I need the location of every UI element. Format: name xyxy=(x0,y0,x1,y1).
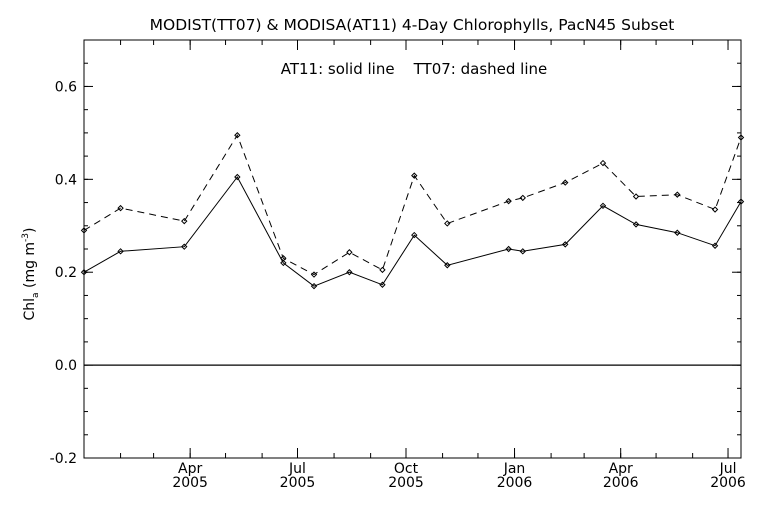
data-point-tt07 xyxy=(379,266,386,274)
data-point-at11 xyxy=(737,198,745,205)
series-group xyxy=(80,132,745,290)
y-label-mid: (mg m xyxy=(22,242,38,293)
y-label-base: Chl xyxy=(22,298,38,321)
y-tick-label: -0.2 xyxy=(50,451,77,467)
x-tick-label-month: Jul xyxy=(288,461,306,477)
data-point-tt07 xyxy=(599,159,607,167)
legend-annotation: AT11: solid line TT07: dashed line xyxy=(281,60,548,78)
y-axis-label: Chla (mg m-3) xyxy=(21,227,41,320)
x-tick-label-month: Apr xyxy=(609,461,633,477)
data-point-at11 xyxy=(444,262,451,269)
data-point-tt07 xyxy=(505,197,512,205)
data-point-at11 xyxy=(519,248,526,255)
data-point-at11 xyxy=(310,282,318,290)
x-tick-label-year: 2005 xyxy=(172,475,208,491)
data-point-at11 xyxy=(280,259,287,267)
data-point-at11 xyxy=(632,221,640,228)
x-tick-label-month: Jan xyxy=(503,461,526,477)
x-tick-label-year: 2006 xyxy=(603,475,639,491)
data-point-tt07 xyxy=(632,193,640,200)
y-tick-label: 0.0 xyxy=(55,358,77,374)
data-point-at11 xyxy=(117,248,124,255)
x-tick-label-year: 2005 xyxy=(388,475,424,491)
data-point-at11 xyxy=(181,243,188,250)
data-point-tt07 xyxy=(117,204,124,212)
data-point-at11 xyxy=(562,241,569,248)
data-point-tt07 xyxy=(674,191,681,198)
y-tick-label: 0.6 xyxy=(55,79,77,95)
series-line-tt07 xyxy=(83,134,742,276)
y-label-end: ) xyxy=(22,227,38,232)
chart-title: MODIST(TT07) & MODISA(AT11) 4-Day Chloro… xyxy=(150,16,675,34)
data-point-at11 xyxy=(346,269,353,276)
data-point-at11 xyxy=(505,245,512,253)
data-point-at11 xyxy=(234,173,241,181)
data-point-tt07 xyxy=(562,179,569,186)
x-tick-label-month: Oct xyxy=(394,461,419,477)
data-point-tt07 xyxy=(310,271,318,278)
y-label-sup: -3 xyxy=(21,233,31,242)
data-point-at11 xyxy=(379,281,386,288)
y-tick-label: 0.2 xyxy=(55,265,77,281)
x-tick-label-year: 2006 xyxy=(497,475,533,491)
data-point-tt07 xyxy=(346,249,353,256)
data-point-tt07 xyxy=(181,217,188,225)
x-tick-label-year: 2006 xyxy=(710,475,746,491)
data-point-tt07 xyxy=(234,132,241,139)
series-line-at11 xyxy=(83,176,742,287)
x-tick-label-year: 2005 xyxy=(280,475,316,491)
axes: -0.20.00.20.40.6Apr2005Jul2005Oct2005Jan… xyxy=(50,39,746,491)
y-tick-label: 0.4 xyxy=(55,172,77,188)
data-point-at11 xyxy=(674,229,681,236)
data-point-tt07 xyxy=(711,206,719,213)
data-point-tt07 xyxy=(737,134,745,141)
x-tick-label-month: Jul xyxy=(719,461,737,477)
data-point-tt07 xyxy=(444,220,451,227)
data-point-at11 xyxy=(411,231,418,239)
y-label-sub: a xyxy=(31,292,41,298)
data-point-tt07 xyxy=(411,172,418,179)
data-point-tt07 xyxy=(80,227,88,234)
data-point-at11 xyxy=(80,269,88,276)
data-point-tt07 xyxy=(519,194,526,202)
data-point-tt07 xyxy=(280,255,287,262)
data-point-at11 xyxy=(599,202,607,210)
data-point-at11 xyxy=(711,242,719,249)
x-tick-label-month: Apr xyxy=(178,461,202,477)
